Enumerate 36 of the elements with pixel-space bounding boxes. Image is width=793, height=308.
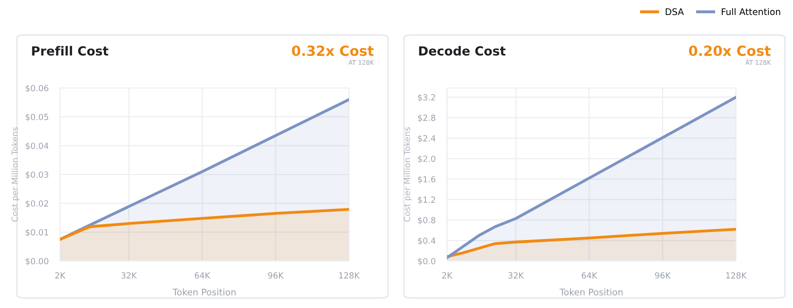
x-axis-title: Token Position [560,288,623,296]
y-tick-label: $1.6 [418,176,436,184]
y-tick-label: $0.8 [418,216,436,224]
x-tick-label: 2K [442,272,453,278]
x-tick-label: 32K [121,272,138,279]
y-tick-label: $0.4 [418,237,436,245]
x-tick-label: 32K [508,272,524,279]
y-tick-label: $3.2 [418,94,436,102]
legend-label: DSA [666,8,684,16]
x-tick-label: 128K [726,272,747,279]
text: 0.32x Cost [292,46,374,56]
y-tick-label: $1.2 [418,196,436,204]
y-tick-label: $0.05 [26,114,48,122]
y-tick-label: $2.4 [418,134,436,143]
y-tick-label: $2.0 [418,155,436,164]
chart-title: Prefill Cost [32,46,108,56]
y-tick-label: $0.06 [26,84,48,92]
x-tick-label: 64K [194,272,210,279]
y-tick-label: $0.01 [26,229,48,237]
y-tick-label: $2.8 [418,114,436,122]
x-tick-label: 96K [655,272,671,279]
y-tick-label: $0.00 [26,258,48,266]
x-tick-label: 128K [339,272,360,279]
x-axis-title: Token Position [172,288,236,296]
x-tick-label: 96K [268,272,284,279]
chart-title: Decode Cost [419,46,506,56]
y-tick-label: $0.03 [26,171,48,179]
y-tick-label: $0.02 [26,200,48,208]
x-tick-label: 64K [582,272,598,279]
legend-label: Full Attention [722,8,780,16]
x-tick-label: 2K [55,272,66,278]
y-axis-title: Cost per Million Tokens [404,127,412,222]
y-tick-label: $0.0 [418,258,436,266]
y-tick-label: $0.04 [26,142,48,150]
text: 0.20x Cost [688,46,771,56]
y-axis-title: Cost per Million Tokens [11,127,20,222]
